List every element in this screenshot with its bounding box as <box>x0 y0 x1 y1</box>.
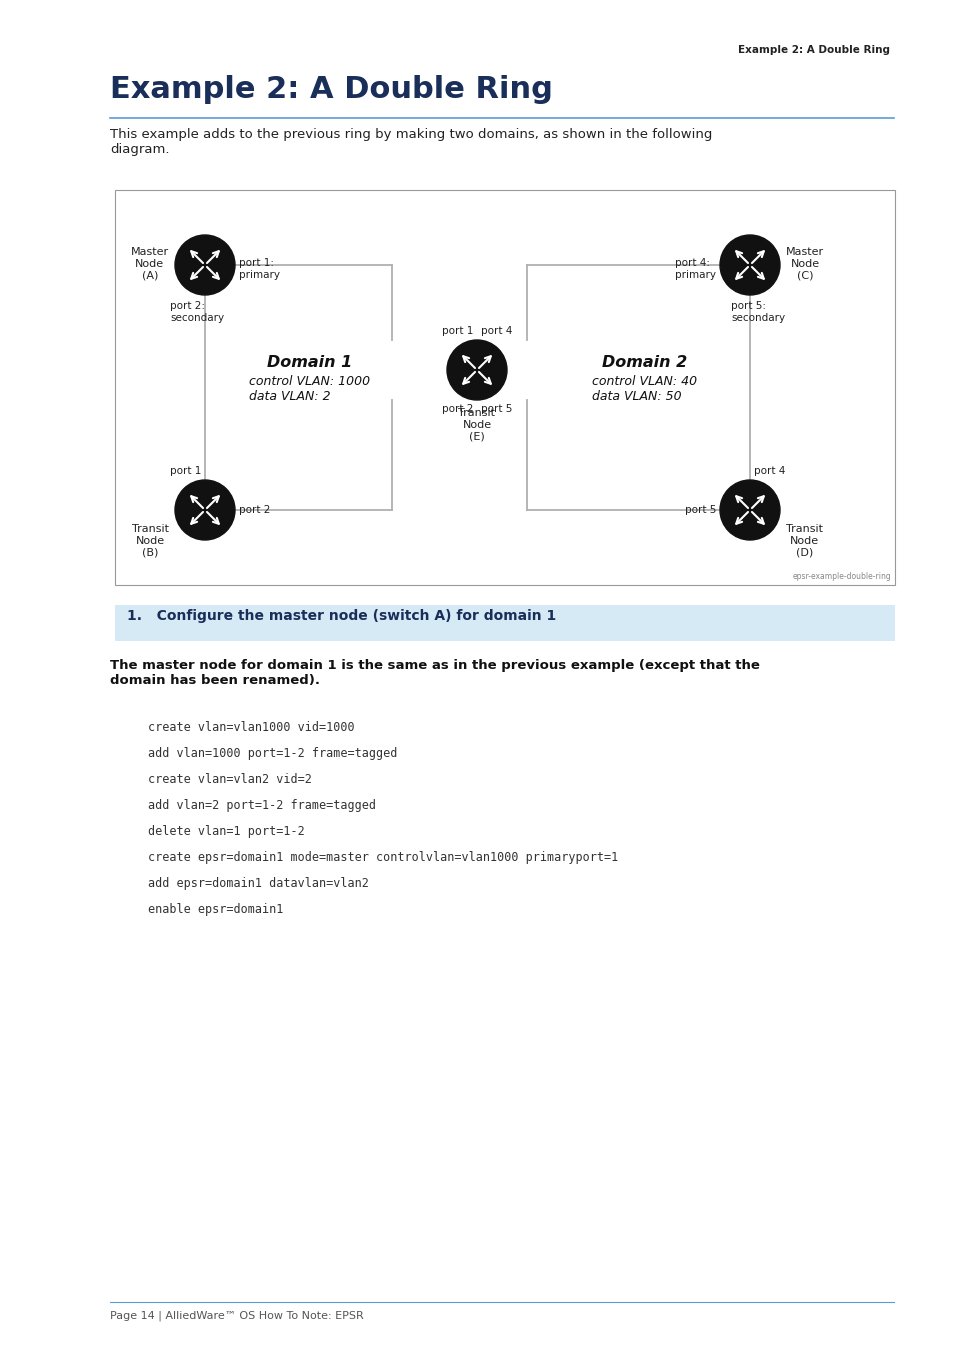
Text: add vlan=2 port=1-2 frame=tagged: add vlan=2 port=1-2 frame=tagged <box>148 799 375 811</box>
Text: port 4: port 4 <box>480 325 512 336</box>
Text: Example 2: A Double Ring: Example 2: A Double Ring <box>738 45 889 55</box>
Text: port 2: port 2 <box>239 505 270 514</box>
Circle shape <box>720 481 780 540</box>
Text: create vlan=vlan2 vid=2: create vlan=vlan2 vid=2 <box>148 774 312 786</box>
Circle shape <box>720 235 780 296</box>
Text: port 2: port 2 <box>441 404 473 414</box>
Text: port 5:
secondary: port 5: secondary <box>730 301 784 323</box>
Text: port 5: port 5 <box>684 505 716 514</box>
Text: Domain 2: Domain 2 <box>601 355 687 370</box>
Text: Master
Node
(C): Master Node (C) <box>785 247 823 281</box>
Text: epsr-example-double-ring: epsr-example-double-ring <box>791 572 890 580</box>
Text: Transit
Node
(E): Transit Node (E) <box>458 408 495 441</box>
Text: 1.   Configure the master node (switch A) for domain 1: 1. Configure the master node (switch A) … <box>127 609 556 622</box>
Bar <box>115 190 894 585</box>
Text: port 1:
primary: port 1: primary <box>239 258 280 279</box>
Text: port 4: port 4 <box>753 466 784 477</box>
Text: enable epsr=domain1: enable epsr=domain1 <box>148 903 283 917</box>
Circle shape <box>447 340 506 400</box>
Text: add epsr=domain1 datavlan=vlan2: add epsr=domain1 datavlan=vlan2 <box>148 878 369 890</box>
Text: port 1: port 1 <box>441 325 473 336</box>
Text: The master node for domain 1 is the same as in the previous example (except that: The master node for domain 1 is the same… <box>110 659 760 687</box>
Circle shape <box>174 235 234 296</box>
Text: This example adds to the previous ring by making two domains, as shown in the fo: This example adds to the previous ring b… <box>110 128 712 157</box>
Text: create vlan=vlan1000 vid=1000: create vlan=vlan1000 vid=1000 <box>148 721 355 734</box>
Text: port 1: port 1 <box>170 466 201 477</box>
Circle shape <box>174 481 234 540</box>
Text: Transit
Node
(D): Transit Node (D) <box>785 524 822 558</box>
Text: port 5: port 5 <box>480 404 512 414</box>
Text: add vlan=1000 port=1-2 frame=tagged: add vlan=1000 port=1-2 frame=tagged <box>148 747 397 760</box>
Text: port 2:
secondary: port 2: secondary <box>170 301 224 323</box>
Text: Master
Node
(A): Master Node (A) <box>131 247 169 281</box>
Text: Domain 1: Domain 1 <box>267 355 353 370</box>
Text: Transit
Node
(B): Transit Node (B) <box>132 524 169 558</box>
Text: delete vlan=1 port=1-2: delete vlan=1 port=1-2 <box>148 825 304 838</box>
Bar <box>115 605 894 641</box>
Text: port 4:
primary: port 4: primary <box>675 258 716 279</box>
Text: create epsr=domain1 mode=master controlvlan=vlan1000 primaryport=1: create epsr=domain1 mode=master controlv… <box>148 850 618 864</box>
Text: Page 14 | AlliedWare™ OS How To Note: EPSR: Page 14 | AlliedWare™ OS How To Note: EP… <box>110 1310 363 1320</box>
Text: Example 2: A Double Ring: Example 2: A Double Ring <box>110 76 553 104</box>
Text: control VLAN: 1000
data VLAN: 2: control VLAN: 1000 data VLAN: 2 <box>249 375 370 404</box>
Text: control VLAN: 40
data VLAN: 50: control VLAN: 40 data VLAN: 50 <box>592 375 697 404</box>
